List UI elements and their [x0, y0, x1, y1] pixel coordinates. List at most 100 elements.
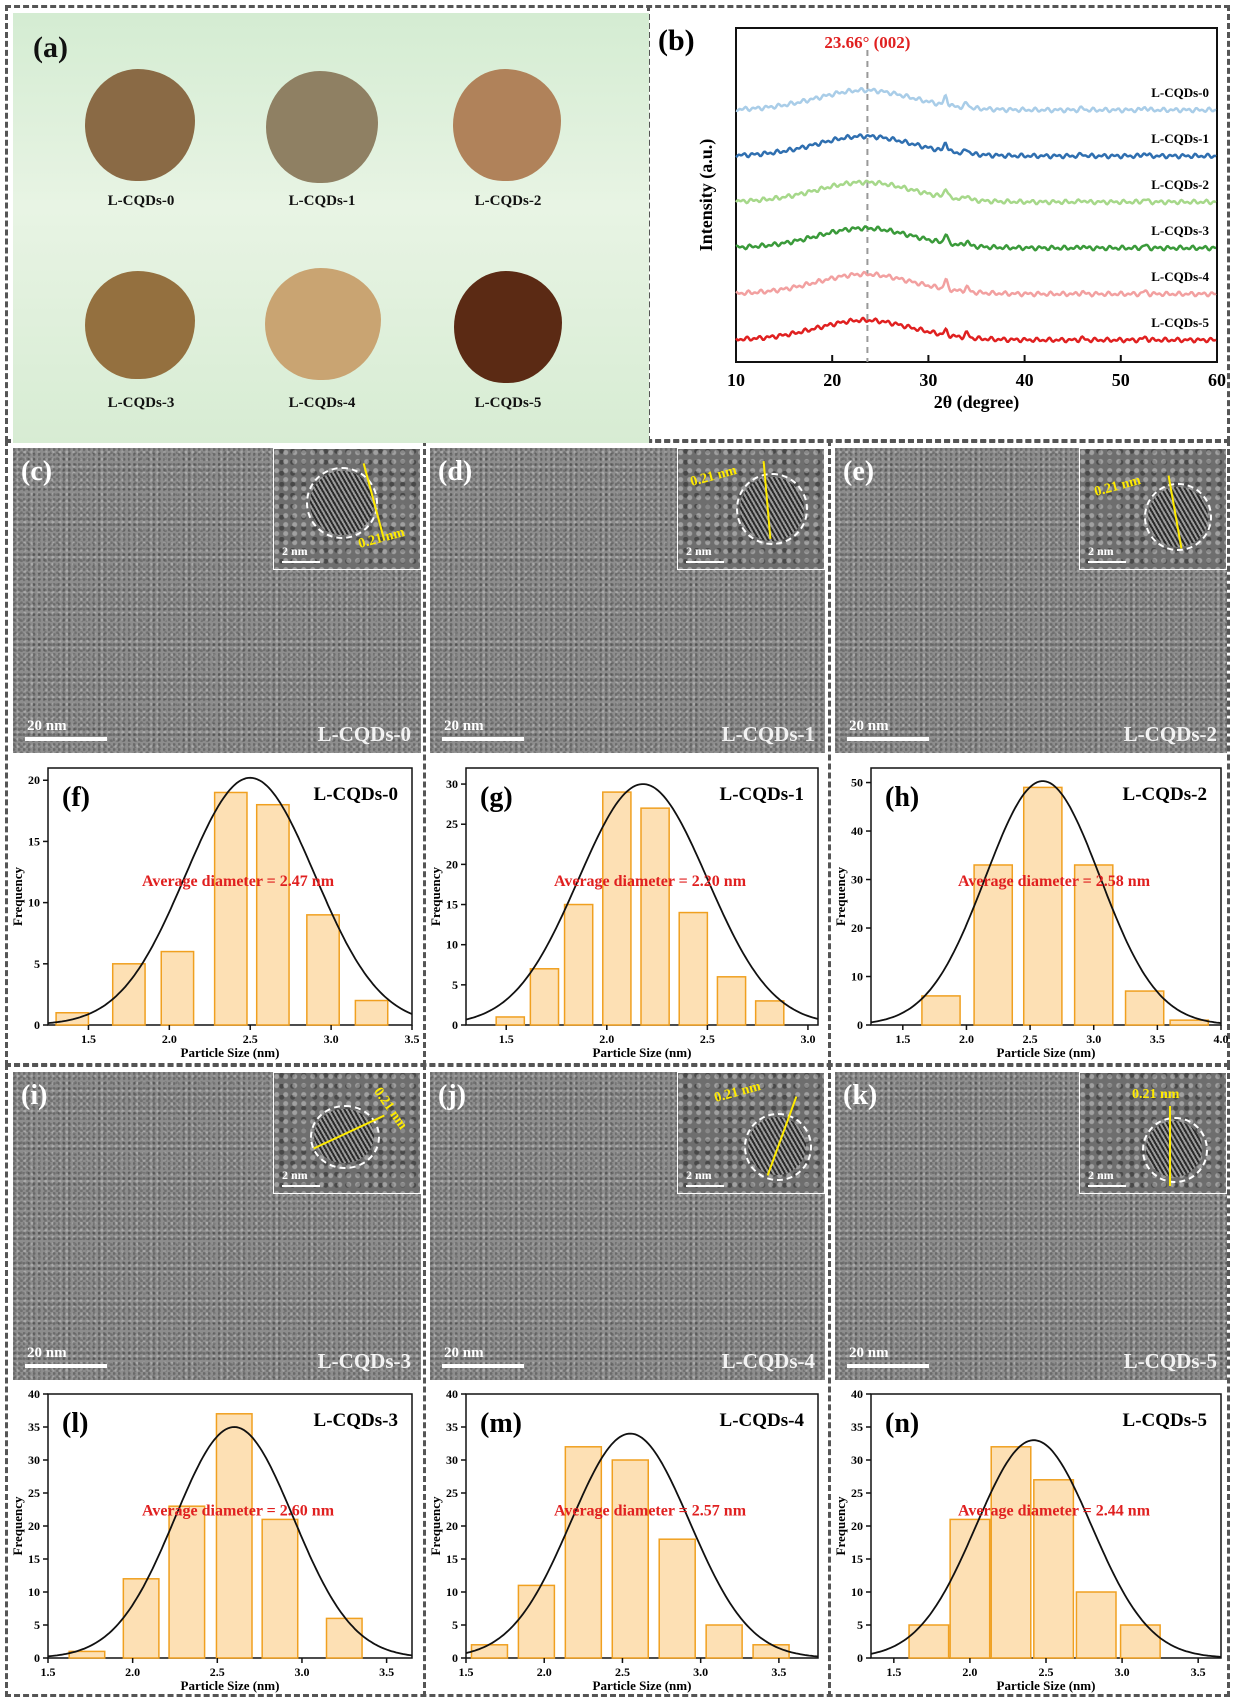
histogram-f: 1.5 2.0 2.5 3.0 3.5 0 5 10 15 20 Particle Size (nm…: [10, 758, 420, 1063]
y-tick-label: 0: [34, 1651, 40, 1665]
histogram-bar: [327, 1618, 363, 1658]
histogram-bar: [659, 1539, 695, 1658]
x-tick-label: 2.0: [962, 1665, 977, 1679]
x-axis-label: Particle Size (nm): [997, 1678, 1096, 1693]
tem-letter: (e): [843, 456, 874, 488]
histogram-bar: [565, 905, 593, 1025]
particle-ring: [1142, 1117, 1208, 1183]
x-tick-label: 2.0: [162, 1032, 177, 1046]
sample-photo-5: [454, 271, 562, 383]
sample-label-2: L-CQDs-2: [428, 193, 588, 210]
average-diameter-label: Average diameter = 2.60 nm: [142, 1502, 335, 1519]
y-axis-label: Frequency: [10, 1496, 25, 1555]
inset-scale-bar: [282, 1185, 320, 1187]
y-tick-label: 40: [851, 1387, 863, 1401]
d-spacing-label: 0.21 nm: [713, 1079, 763, 1107]
histogram-bar: [909, 1625, 949, 1658]
x-tick-label: 4.0: [1214, 1032, 1229, 1046]
sample-label-1: L-CQDs-1: [242, 193, 402, 210]
series-label: L-CQDs-3: [1151, 223, 1209, 238]
x-tick-label: 3.5: [1150, 1032, 1165, 1046]
histogram-bar: [756, 1001, 784, 1025]
x-tick-label: 1.5: [41, 1665, 56, 1679]
y-tick-label: 0: [452, 1651, 458, 1665]
y-tick-label: 35: [28, 1420, 40, 1434]
y-tick-label: 50: [851, 776, 863, 790]
y-tick-label: 30: [28, 1453, 40, 1467]
histogram-bar: [717, 977, 745, 1025]
y-tick-label: 15: [446, 1552, 458, 1566]
y-tick-label: 30: [446, 777, 458, 791]
y-tick-label: 10: [851, 970, 863, 984]
y-tick-label: 10: [446, 938, 458, 952]
series-label: L-CQDs-1: [720, 784, 804, 805]
panel-letter: (g): [480, 782, 513, 813]
histogram-bar: [922, 996, 960, 1025]
x-tick-label: 20: [823, 370, 841, 390]
panel-letter: (l): [62, 1408, 88, 1439]
histogram-bar: [262, 1519, 298, 1658]
peak-annotation: 23.66° (002): [824, 33, 910, 52]
y-axis-label: Intensity (a.u.): [696, 139, 717, 252]
histogram-bar: [161, 952, 193, 1025]
sample-photo-2: [453, 69, 561, 181]
y-tick-label: 20: [446, 1519, 458, 1533]
d-spacing-label: 0.21 nm: [689, 463, 739, 491]
scale-label: 20 nm: [444, 718, 484, 735]
average-diameter-label: Average diameter = 2.44 nm: [958, 1502, 1151, 1519]
d-spacing-label: 0.21 nm: [1093, 473, 1143, 501]
panel-letter: (m): [480, 1408, 522, 1439]
y-tick-label: 5: [34, 1618, 40, 1632]
histogram-bar: [496, 1017, 524, 1025]
histogram-bar: [1076, 1592, 1116, 1658]
y-tick-label: 5: [857, 1618, 863, 1632]
panel-letter: (b): [658, 24, 695, 57]
series-label: L-CQDs-4: [1151, 269, 1209, 284]
sample-label-4: L-CQDs-4: [242, 395, 402, 412]
y-tick-label: 25: [446, 817, 458, 831]
d-spacing-label: 0.21 nm: [1132, 1087, 1179, 1103]
inset-scale-label: 2 nm: [1088, 1168, 1114, 1183]
sample-photo-0: [85, 69, 195, 181]
inset-scale-bar: [1088, 561, 1126, 563]
frame-divider-mid-2: [828, 440, 831, 1066]
tem-sample-label: L-CQDs-2: [1124, 722, 1217, 747]
y-tick-label: 5: [452, 1618, 458, 1632]
y-tick-label: 10: [28, 1585, 40, 1599]
histogram-bar: [641, 808, 669, 1025]
tem-image-c: (c) 0.21 nm 2 nm 20 nm L-CQDs-0: [13, 448, 421, 753]
y-tick-label: 30: [851, 873, 863, 887]
y-tick-label: 10: [446, 1585, 458, 1599]
y-tick-label: 30: [851, 1453, 863, 1467]
tem-sample-label: L-CQDs-4: [722, 1349, 815, 1374]
x-tick-label: 2.5: [210, 1665, 225, 1679]
histogram-bar: [603, 792, 631, 1025]
x-axis-label: Particle Size (nm): [593, 1045, 692, 1060]
histogram-bar: [612, 1460, 648, 1658]
y-tick-label: 0: [34, 1018, 40, 1032]
tem-image-d: (d) 0.21 nm 2 nm 20 nm L-CQDs-1: [430, 448, 825, 753]
particle-ring: [736, 473, 808, 545]
x-tick-label: 3.0: [294, 1665, 309, 1679]
frame-divider-bot-2: [828, 1064, 831, 1697]
y-tick-label: 40: [446, 1387, 458, 1401]
histogram-bar: [355, 1001, 387, 1025]
scale-bar: [847, 737, 929, 741]
y-tick-label: 25: [851, 1486, 863, 1500]
tem-letter: (d): [438, 456, 472, 488]
y-axis-label: Frequency: [833, 867, 848, 926]
tem-image-j: (j) 0.21 nm 2 nm 20 nm L-CQDs-4: [430, 1072, 825, 1380]
x-tick-label: 3.5: [1191, 1665, 1206, 1679]
series-label: L-CQDs-1: [1151, 131, 1209, 146]
histogram-bar: [518, 1585, 554, 1658]
y-tick-label: 15: [851, 1552, 863, 1566]
scale-bar: [25, 737, 107, 741]
x-tick-label: 2.5: [1039, 1665, 1054, 1679]
x-tick-label: 1.5: [895, 1032, 910, 1046]
tem-letter: (i): [21, 1080, 47, 1112]
tem-image-i: (i) 0.21 nm 2 nm 20 nm L-CQDs-3: [13, 1072, 421, 1380]
xrd-line-L-CQDs-3: [736, 227, 1216, 251]
x-tick-label: 2.0: [959, 1032, 974, 1046]
tem-sample-label: L-CQDs-1: [722, 722, 815, 747]
x-tick-label: 3.5: [771, 1665, 786, 1679]
